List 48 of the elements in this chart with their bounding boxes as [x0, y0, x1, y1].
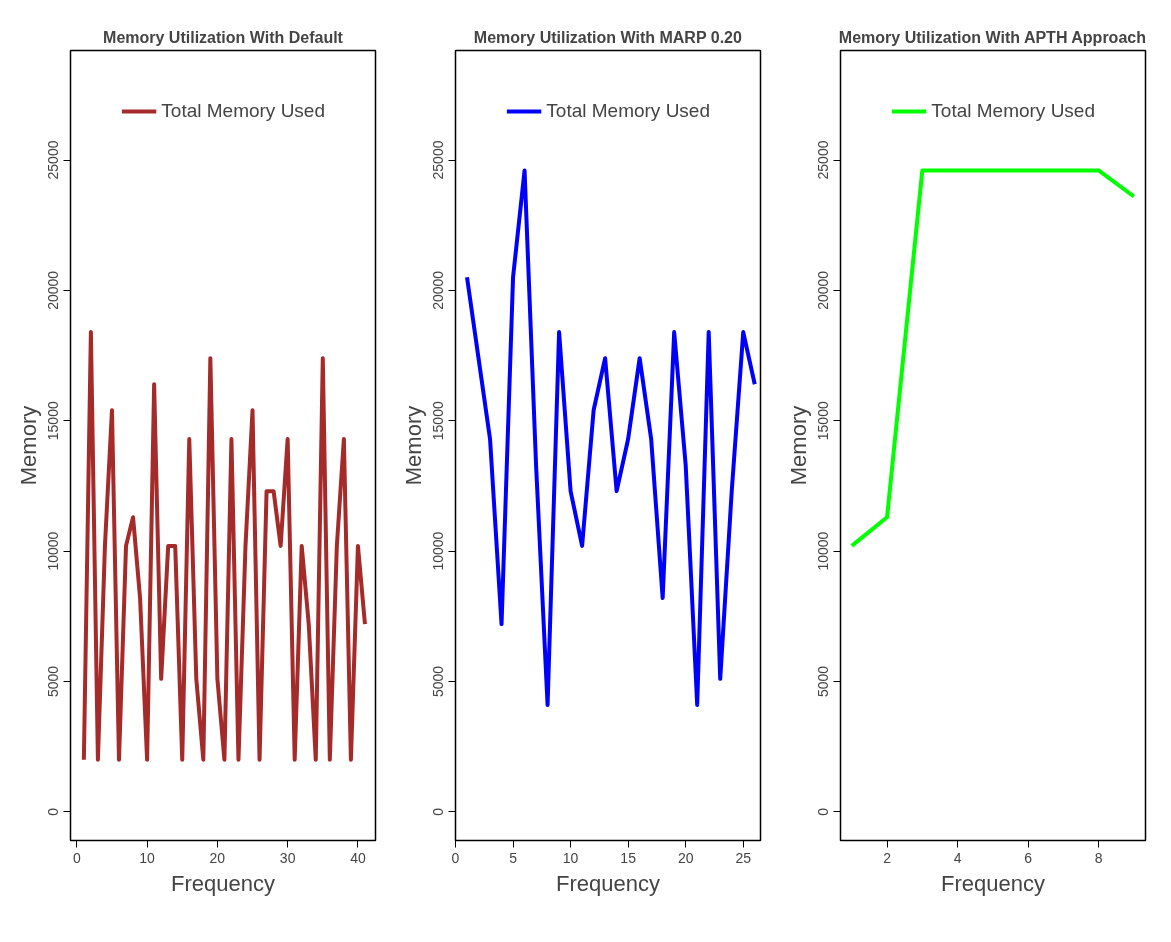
x-axis-title: Frequency [941, 870, 1045, 896]
x-axis-title: Frequency [171, 870, 275, 896]
y-axis-title: Memory [400, 405, 426, 486]
x-tick-label: 5 [509, 849, 518, 866]
y-tick-label: 25000 [45, 140, 62, 180]
y-tick-label: 5000 [815, 665, 832, 698]
x-tick-label: 4 [953, 849, 962, 866]
x-tick-label: 20 [209, 849, 226, 866]
y-tick-label: 15000 [815, 401, 832, 441]
x-tick-label: 0 [72, 849, 81, 866]
x-tick-label: 20 [677, 849, 694, 866]
y-tick-label: 0 [430, 807, 447, 816]
y-tick-label: 20000 [45, 270, 62, 310]
y-tick-label: 25000 [430, 140, 447, 180]
y-tick-label: 15000 [430, 401, 447, 441]
x-tick-label: 8 [1094, 849, 1103, 866]
legend-label: Total Memory Used [546, 100, 710, 122]
x-tick-label: 10 [139, 849, 156, 866]
line-series [81, 330, 367, 762]
x-tick-label: 25 [735, 849, 752, 866]
y-tick-label: 10000 [815, 531, 832, 571]
y-tick-label: 5000 [45, 665, 62, 698]
x-axis-title: Frequency [556, 870, 660, 896]
line-series [465, 168, 757, 707]
legend-label: Total Memory Used [931, 100, 1095, 122]
x-tick-label: 6 [1024, 849, 1033, 866]
y-tick-label: 5000 [430, 665, 447, 698]
y-tick-label: 20000 [430, 270, 447, 310]
y-axis-title: Memory [785, 405, 811, 486]
y-tick-label: 0 [815, 807, 832, 816]
y-tick-label: 10000 [45, 531, 62, 571]
y-tick-label: 10000 [430, 531, 447, 571]
y-tick-label: 20000 [815, 270, 832, 310]
y-tick-label: 25000 [815, 140, 832, 180]
legend-label: Total Memory Used [161, 100, 325, 122]
chart-title: Memory Utilization With Default [103, 28, 344, 46]
x-tick-label: 30 [279, 849, 296, 866]
x-tick-label: 40 [350, 849, 366, 866]
line-series [849, 168, 1136, 548]
y-tick-label: 0 [45, 807, 62, 816]
x-tick-label: 0 [451, 849, 460, 866]
x-tick-label: 15 [620, 849, 637, 866]
x-tick-label: 2 [883, 849, 892, 866]
x-tick-label: 10 [562, 849, 579, 866]
y-tick-label: 15000 [45, 401, 62, 441]
y-axis-title: Memory [15, 405, 41, 486]
chart-title: Memory Utilization With MARP 0.20 [473, 28, 742, 46]
chart-title: Memory Utilization With APTH Approach [838, 28, 1146, 46]
